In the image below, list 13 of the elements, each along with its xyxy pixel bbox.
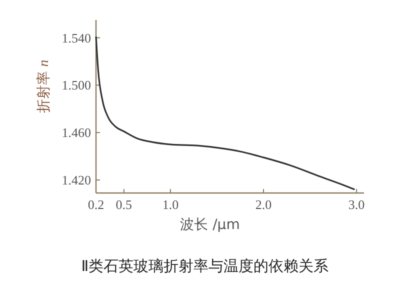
line-series	[95, 36, 356, 190]
x-tick-label: 2.0	[255, 197, 272, 212]
y-axis-title: 折射率 n	[36, 60, 52, 114]
y-tick-label: 1.500	[62, 78, 91, 93]
text: Ⅱ类石英玻璃折射率与温度的依赖关系	[81, 257, 329, 275]
x-axis-title: 波长 /μm	[180, 217, 240, 233]
x-tick-label: 1.0	[162, 197, 179, 212]
x-tick-label: 3.0	[348, 197, 365, 212]
y-tick-label: 1.420	[62, 172, 91, 188]
y-tick-label: 1.460	[62, 125, 91, 140]
y-tick-label: 1.540	[62, 30, 91, 46]
x-tick-label: 0.5	[116, 197, 132, 212]
x-tick-label: 0.2	[88, 197, 104, 212]
